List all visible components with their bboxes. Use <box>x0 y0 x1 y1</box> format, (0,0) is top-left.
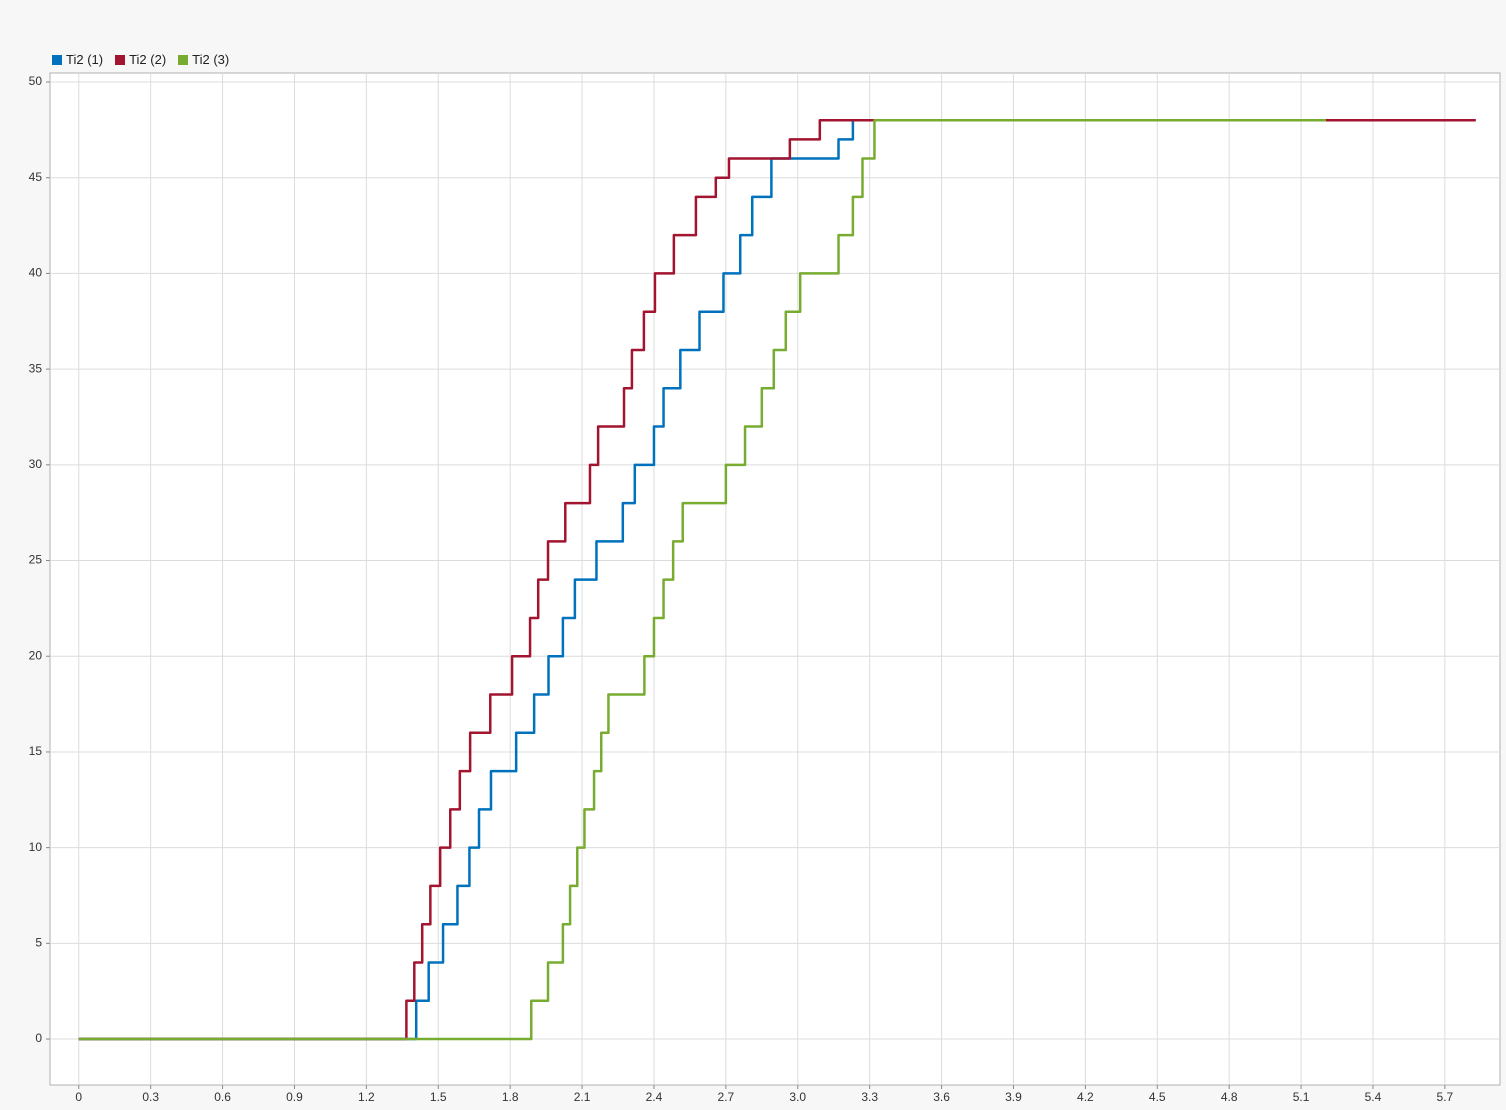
x-tick-label: 3.9 <box>1005 1090 1022 1104</box>
legend-item[interactable]: Ti2 (1) <box>52 52 103 67</box>
y-tick-label: 40 <box>29 266 43 280</box>
x-tick-label: 4.8 <box>1221 1090 1238 1104</box>
y-tick-label: 0 <box>35 1031 42 1045</box>
x-tick-label: 3.0 <box>789 1090 806 1104</box>
x-tick-label: 3.6 <box>933 1090 950 1104</box>
x-tick-label: 0.3 <box>142 1090 159 1104</box>
legend-item[interactable]: Ti2 (2) <box>115 52 166 67</box>
y-tick-label: 20 <box>29 648 43 662</box>
x-tick-label: 0.9 <box>286 1090 303 1104</box>
x-tick-label: 5.1 <box>1293 1090 1310 1104</box>
x-tick-label: 2.4 <box>646 1090 663 1104</box>
x-tick-label: 1.2 <box>358 1090 375 1104</box>
y-tick-label: 35 <box>29 361 43 375</box>
x-tick-label: 5.7 <box>1437 1090 1454 1104</box>
series-line <box>78 119 1350 1041</box>
x-tick-label: 5.4 <box>1365 1090 1382 1104</box>
legend-label: Ti2 (3) <box>192 52 230 67</box>
legend-label: Ti2 (1) <box>66 52 104 67</box>
legend-swatch <box>52 55 62 65</box>
legend-label: Ti2 (2) <box>129 52 167 67</box>
x-tick-label: 2.1 <box>574 1090 591 1104</box>
y-tick-label: 50 <box>29 74 43 88</box>
legend-swatch <box>178 55 189 65</box>
x-tick-label: 2.7 <box>718 1090 735 1104</box>
y-tick-label: 15 <box>29 744 43 758</box>
x-tick-label: 3.3 <box>861 1090 878 1104</box>
y-tick-label: 25 <box>29 553 43 567</box>
legend: Ti2 (1) Ti2 (2) Ti2 (3) <box>52 52 229 67</box>
x-tick-label: 0 <box>75 1090 82 1104</box>
x-tick-label: 1.5 <box>430 1090 447 1104</box>
series-line <box>78 119 1476 1041</box>
y-tick-label: 45 <box>29 170 43 184</box>
y-tick-label: 5 <box>35 936 42 950</box>
legend-swatch <box>115 55 126 65</box>
y-tick-label: 10 <box>29 840 43 854</box>
x-tick-label: 1.8 <box>502 1090 519 1104</box>
series-line <box>78 119 1326 1041</box>
x-tick-label: 4.5 <box>1149 1090 1166 1104</box>
x-tick-label: 0.6 <box>214 1090 231 1104</box>
plot-area <box>49 72 1501 1086</box>
x-tick-label: 4.2 <box>1077 1090 1094 1104</box>
legend-item[interactable]: Ti2 (3) <box>178 52 229 67</box>
y-tick-label: 30 <box>29 457 43 471</box>
